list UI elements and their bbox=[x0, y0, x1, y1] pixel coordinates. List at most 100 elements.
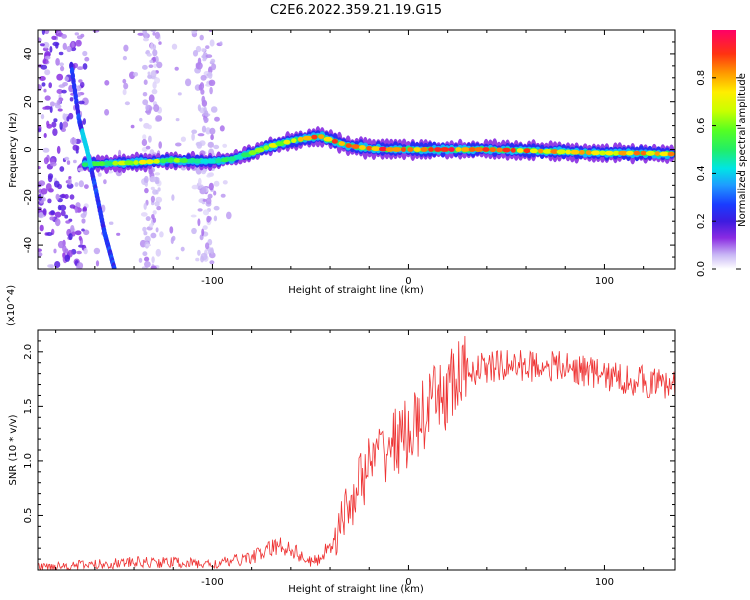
ridge-core bbox=[510, 147, 516, 153]
noise-speck bbox=[142, 134, 147, 140]
noise-speck bbox=[79, 81, 85, 88]
noise-speck bbox=[64, 254, 71, 262]
ridge-core bbox=[215, 158, 222, 164]
ridge-core bbox=[179, 158, 189, 164]
ridge-core bbox=[311, 134, 318, 140]
noise-speck bbox=[213, 144, 220, 150]
noise-speck bbox=[207, 193, 213, 199]
noise-speck bbox=[144, 261, 151, 268]
noise-speck bbox=[213, 180, 220, 187]
noise-speck bbox=[38, 248, 42, 252]
noise-speck bbox=[204, 110, 209, 117]
noise-speck bbox=[156, 205, 162, 211]
noise-speck bbox=[195, 45, 202, 53]
ridge-core bbox=[542, 149, 553, 154]
noise-speck bbox=[53, 248, 57, 254]
noise-speck bbox=[201, 48, 206, 53]
noise-speck bbox=[123, 82, 129, 90]
ridge-core bbox=[434, 147, 442, 152]
noise-speck bbox=[54, 180, 60, 188]
ridge-core bbox=[187, 158, 195, 164]
noise-speck bbox=[151, 214, 155, 220]
noise-speck bbox=[42, 208, 47, 216]
noise-speck bbox=[195, 257, 200, 262]
noise-speck bbox=[150, 30, 157, 33]
noise-speck bbox=[80, 33, 85, 38]
ridge-core bbox=[585, 150, 592, 156]
noise-speck bbox=[180, 246, 185, 252]
streak-cell bbox=[112, 265, 117, 269]
noise-speck bbox=[142, 251, 148, 257]
noise-speck bbox=[200, 74, 207, 81]
noise-speck bbox=[150, 265, 157, 269]
noise-speck bbox=[210, 106, 218, 113]
noise-speck bbox=[56, 89, 63, 94]
noise-speck bbox=[201, 228, 205, 237]
ridge-core bbox=[496, 147, 503, 153]
noise-speck bbox=[54, 261, 61, 268]
noise-speck bbox=[214, 116, 220, 122]
noise-speck bbox=[55, 193, 60, 201]
noise-speck bbox=[152, 49, 158, 57]
noise-speck bbox=[68, 112, 74, 120]
noise-speck bbox=[74, 32, 80, 36]
noise-speck bbox=[40, 114, 45, 120]
noise-speck bbox=[205, 127, 211, 135]
noise-speck bbox=[207, 141, 214, 148]
noise-speck bbox=[76, 262, 84, 269]
noise-speck bbox=[200, 255, 205, 263]
snr-ylabel: SNR (10 * v/v) bbox=[8, 414, 19, 485]
noise-speck bbox=[48, 82, 52, 89]
ridge-core bbox=[556, 149, 566, 155]
noise-speck bbox=[196, 142, 203, 149]
noise-speck bbox=[55, 42, 59, 49]
ridge-core bbox=[241, 152, 251, 158]
noise-speck bbox=[222, 180, 228, 185]
ridge-core bbox=[618, 150, 628, 156]
ridge-core bbox=[565, 149, 571, 155]
noise-speck bbox=[219, 41, 223, 46]
noise-speck bbox=[58, 51, 64, 56]
noise-speck bbox=[200, 169, 207, 175]
noise-speck bbox=[65, 220, 71, 224]
noise-speck bbox=[153, 104, 160, 113]
noise-speck bbox=[171, 235, 176, 242]
ridge-core bbox=[645, 150, 656, 156]
spectrogram-ytick-label: -20 bbox=[23, 189, 34, 205]
noise-speck bbox=[70, 137, 77, 145]
noise-speck bbox=[39, 76, 46, 81]
noise-speck bbox=[104, 109, 110, 116]
noise-speck bbox=[202, 198, 207, 202]
noise-speck bbox=[208, 182, 214, 191]
noise-speck bbox=[202, 209, 210, 216]
snr-ytick-label: 1.0 bbox=[23, 453, 34, 469]
noise-speck bbox=[142, 92, 148, 97]
ridge-core bbox=[448, 147, 455, 152]
noise-speck bbox=[76, 85, 82, 92]
noise-speck bbox=[57, 108, 63, 112]
snr-ytick-label: 2.0 bbox=[23, 344, 34, 360]
spectrogram-streak bbox=[69, 61, 117, 269]
noise-speck bbox=[175, 142, 182, 147]
noise-speck bbox=[155, 248, 161, 257]
noise-speck bbox=[78, 180, 85, 188]
noise-speck bbox=[146, 52, 152, 57]
noise-speck bbox=[42, 60, 46, 64]
ridge-core bbox=[302, 135, 313, 141]
ridge-core bbox=[392, 147, 402, 152]
noise-speck bbox=[60, 210, 66, 217]
noise-speck bbox=[122, 78, 127, 84]
spectrogram-xtick-label: 0 bbox=[405, 276, 411, 287]
figure-title: C2E6.2022.359.21.19.G15 bbox=[270, 3, 442, 18]
ridge-core bbox=[468, 147, 476, 152]
noise-speck bbox=[150, 70, 157, 78]
noise-speck bbox=[130, 124, 135, 129]
snr-series-line bbox=[38, 335, 675, 570]
noise-speck bbox=[219, 125, 225, 132]
noise-speck bbox=[158, 41, 162, 45]
colorbar-tick-label: 0.8 bbox=[696, 70, 707, 86]
ridge-core bbox=[428, 147, 434, 152]
noise-speck bbox=[53, 118, 58, 123]
noise-speck bbox=[77, 66, 84, 70]
